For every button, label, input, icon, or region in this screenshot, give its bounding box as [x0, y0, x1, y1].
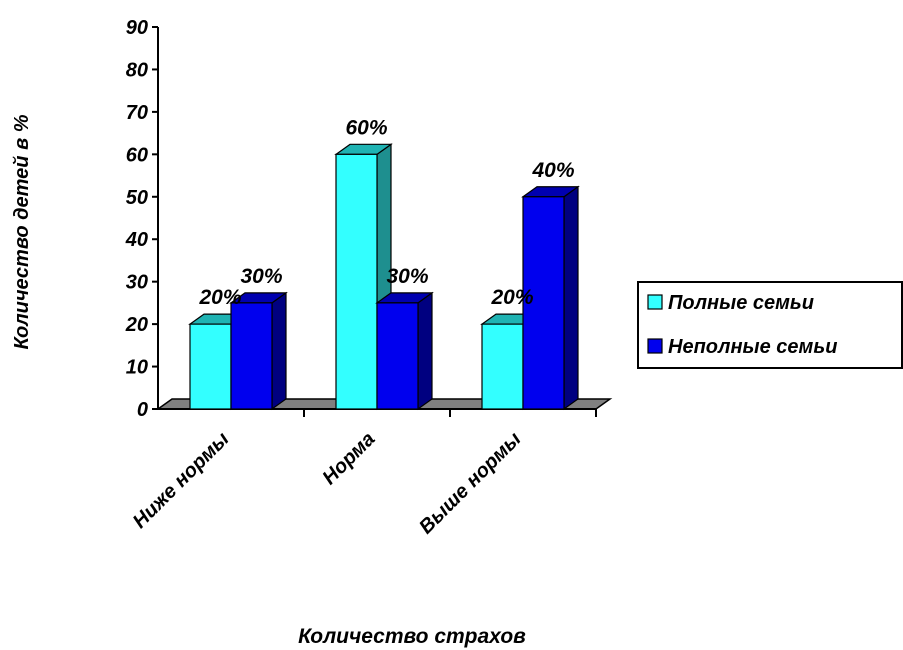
bar-полные-семьи-2	[334, 143, 393, 411]
bar-front-face	[335, 153, 378, 410]
bar-front-face	[189, 323, 232, 410]
data-label: 20%	[198, 286, 241, 309]
y-tick-label: 10	[126, 357, 148, 379]
y-tick-label: 40	[125, 229, 148, 251]
legend: Полные семьи Неполные семьи	[637, 281, 903, 369]
data-label: 30%	[386, 265, 428, 288]
bar-front-face	[481, 323, 524, 410]
y-tick-label: 20	[125, 314, 148, 336]
legend-label-full-families: Полные семьи	[668, 292, 814, 314]
bar-неполные-семьи-2	[375, 291, 434, 411]
legend-swatch-single-parent-families	[647, 338, 663, 354]
bar-side-face	[271, 291, 287, 411]
bar-неполные-семьи-1	[229, 291, 288, 411]
data-label: 40%	[531, 159, 574, 182]
y-tick-label: 30	[126, 272, 148, 294]
x-tick-label: Ниже нормы	[129, 428, 234, 533]
data-label: 30%	[240, 265, 282, 288]
chart-bars	[188, 143, 580, 411]
bar-front-face	[230, 302, 273, 410]
x-axis-title: Количество страхов	[298, 625, 526, 648]
y-tick-label: 80	[126, 59, 148, 81]
bar-side-face	[417, 291, 433, 411]
y-tick-label: 0	[137, 399, 148, 421]
data-label: 60%	[345, 116, 387, 139]
bar-front-face	[522, 196, 565, 410]
y-axis-title: Количество детей в %	[11, 114, 33, 349]
x-tick-label: Выше нормы	[415, 428, 525, 538]
x-tick-label: Норма	[318, 428, 379, 489]
y-tick-label: 90	[126, 17, 148, 39]
legend-swatch-full-families	[647, 294, 663, 310]
legend-frame	[637, 281, 903, 369]
chart-data-labels: 20%30%60%30%20%40%	[198, 116, 574, 309]
bar-side-face	[563, 185, 579, 411]
data-label: 20%	[490, 286, 533, 309]
y-tick-label: 70	[126, 102, 148, 124]
legend-label-single-parent-families: Неполные семьи	[668, 336, 837, 358]
y-tick-label: 60	[126, 144, 148, 166]
y-tick-label: 50	[126, 187, 148, 209]
bar-неполные-семьи-3	[521, 185, 580, 411]
bar-front-face	[376, 302, 419, 410]
